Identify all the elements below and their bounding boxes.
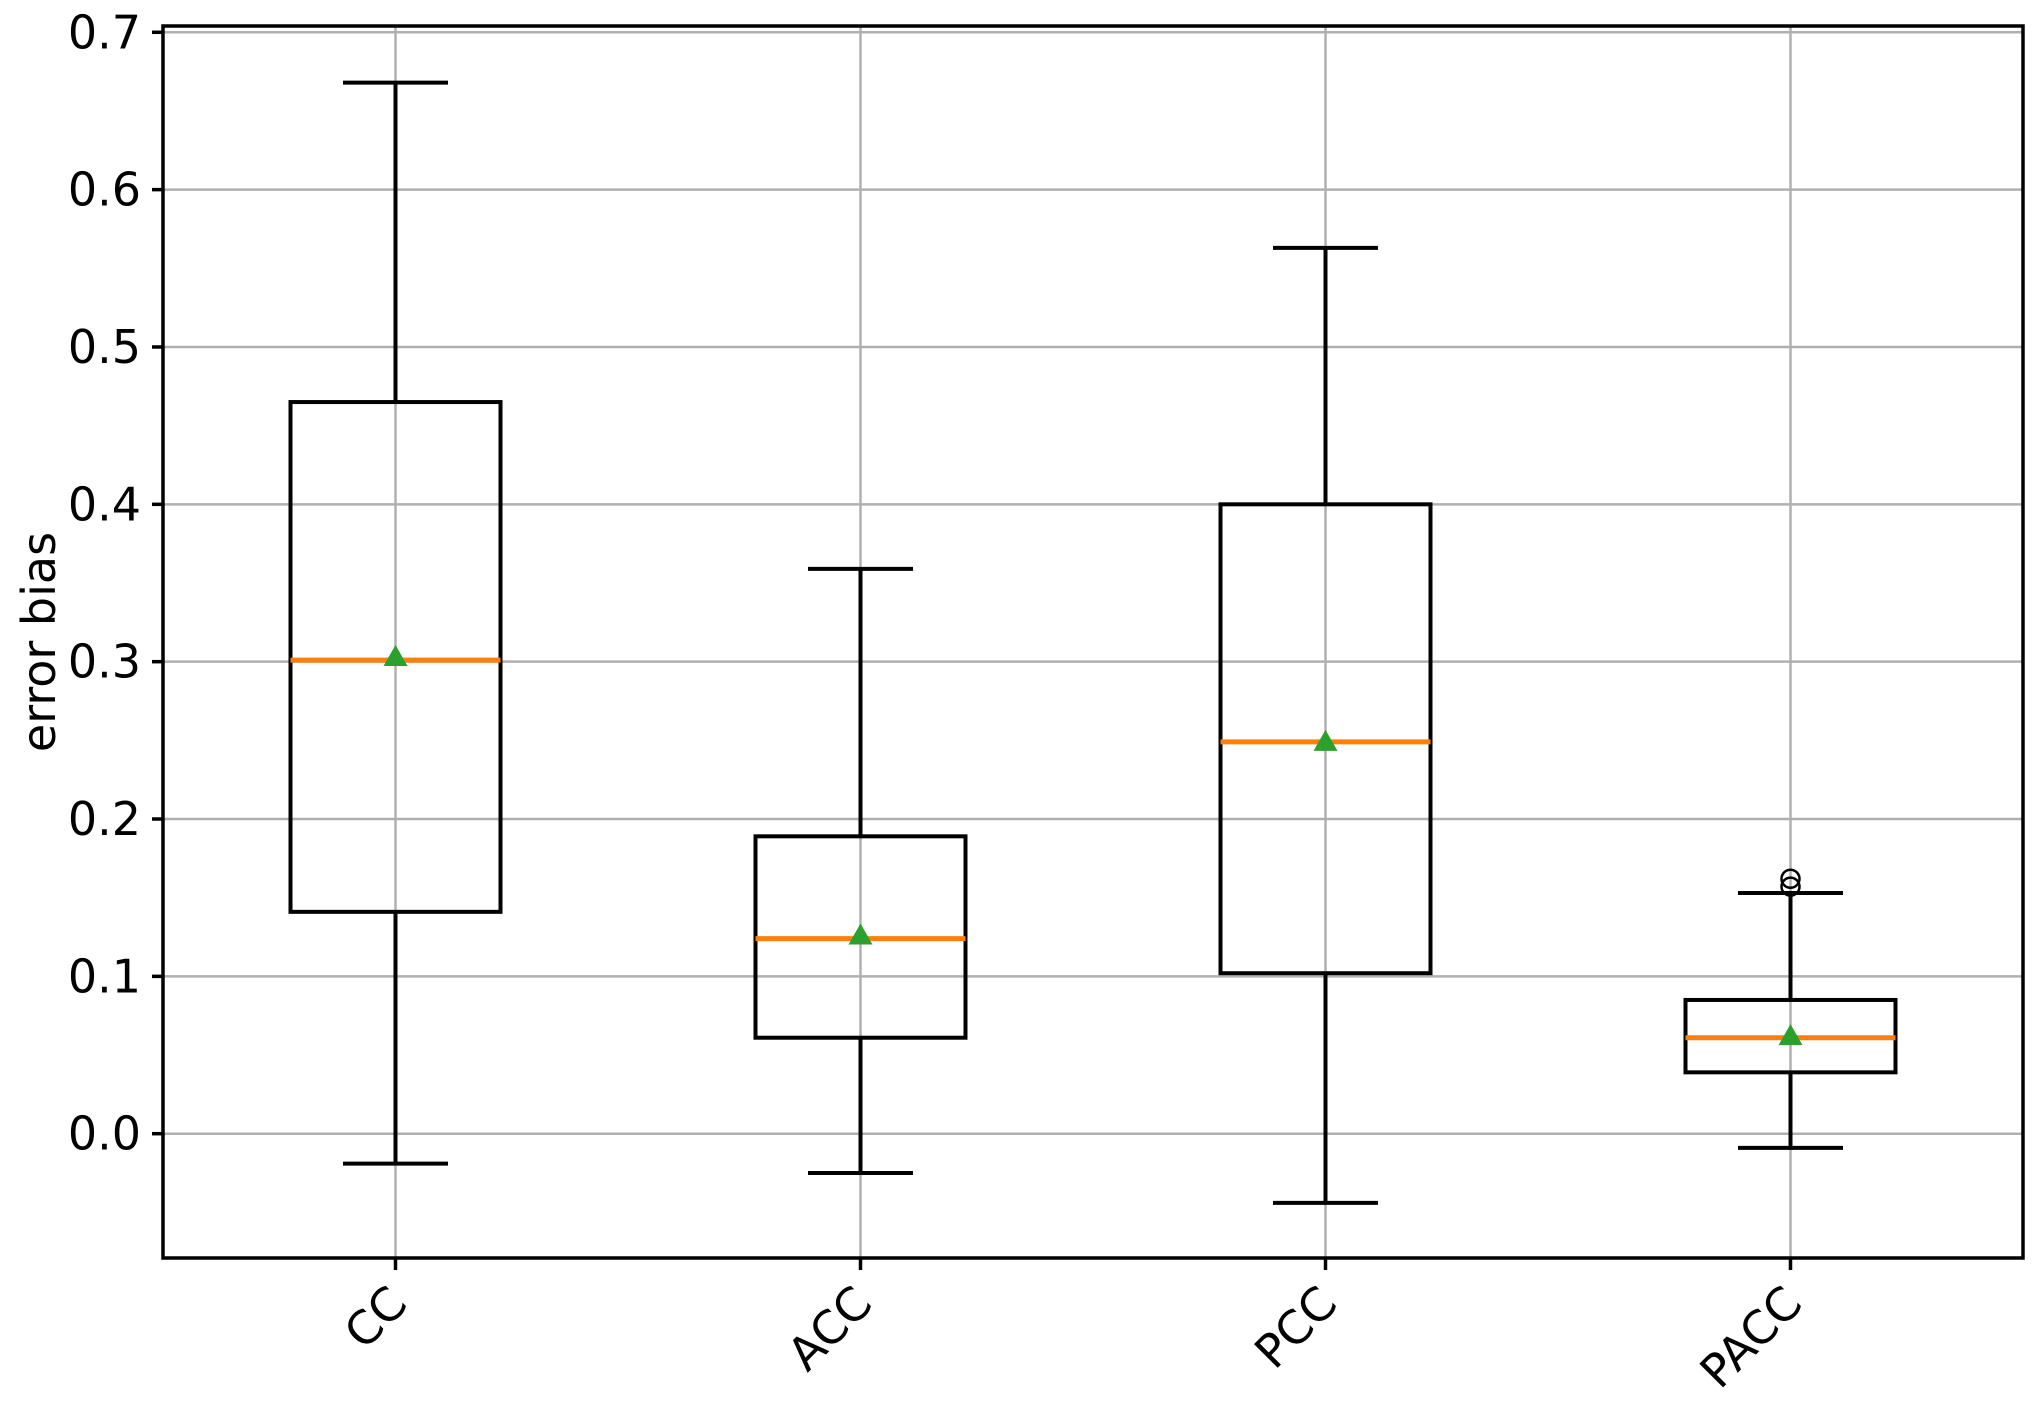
outlier-PACC-1 <box>1780 868 1801 890</box>
plot-border <box>161 24 2025 1260</box>
x-tick-label-ACC: ACC <box>777 1276 882 1381</box>
y-tick-label-0.7: 0.7 <box>68 5 141 59</box>
y-tick-label-0.5: 0.5 <box>68 320 141 374</box>
x-tick-label-CC: CC <box>334 1276 418 1360</box>
x-tick-label-PACC: PACC <box>1689 1276 1812 1399</box>
mean-marker-PCC <box>1313 729 1338 751</box>
y-tick-label-0.2: 0.2 <box>68 792 141 846</box>
box-CC <box>288 400 503 914</box>
mean-marker-PACC <box>1778 1024 1803 1046</box>
y-tick-label-0.1: 0.1 <box>68 949 141 1003</box>
y-tick-label-0.4: 0.4 <box>68 477 141 531</box>
x-tick-label-PCC: PCC <box>1244 1276 1347 1379</box>
y-tick-label-0.6: 0.6 <box>68 163 141 217</box>
mean-marker-ACC <box>848 923 873 945</box>
y-tick-label-0.0: 0.0 <box>68 1107 141 1161</box>
y-axis-label: error bias <box>12 532 66 752</box>
y-tick-label-0.3: 0.3 <box>68 635 141 689</box>
box-PCC <box>1218 502 1433 976</box>
outlier-PACC-0 <box>1780 876 1801 897</box>
mean-marker-CC <box>383 644 408 666</box>
